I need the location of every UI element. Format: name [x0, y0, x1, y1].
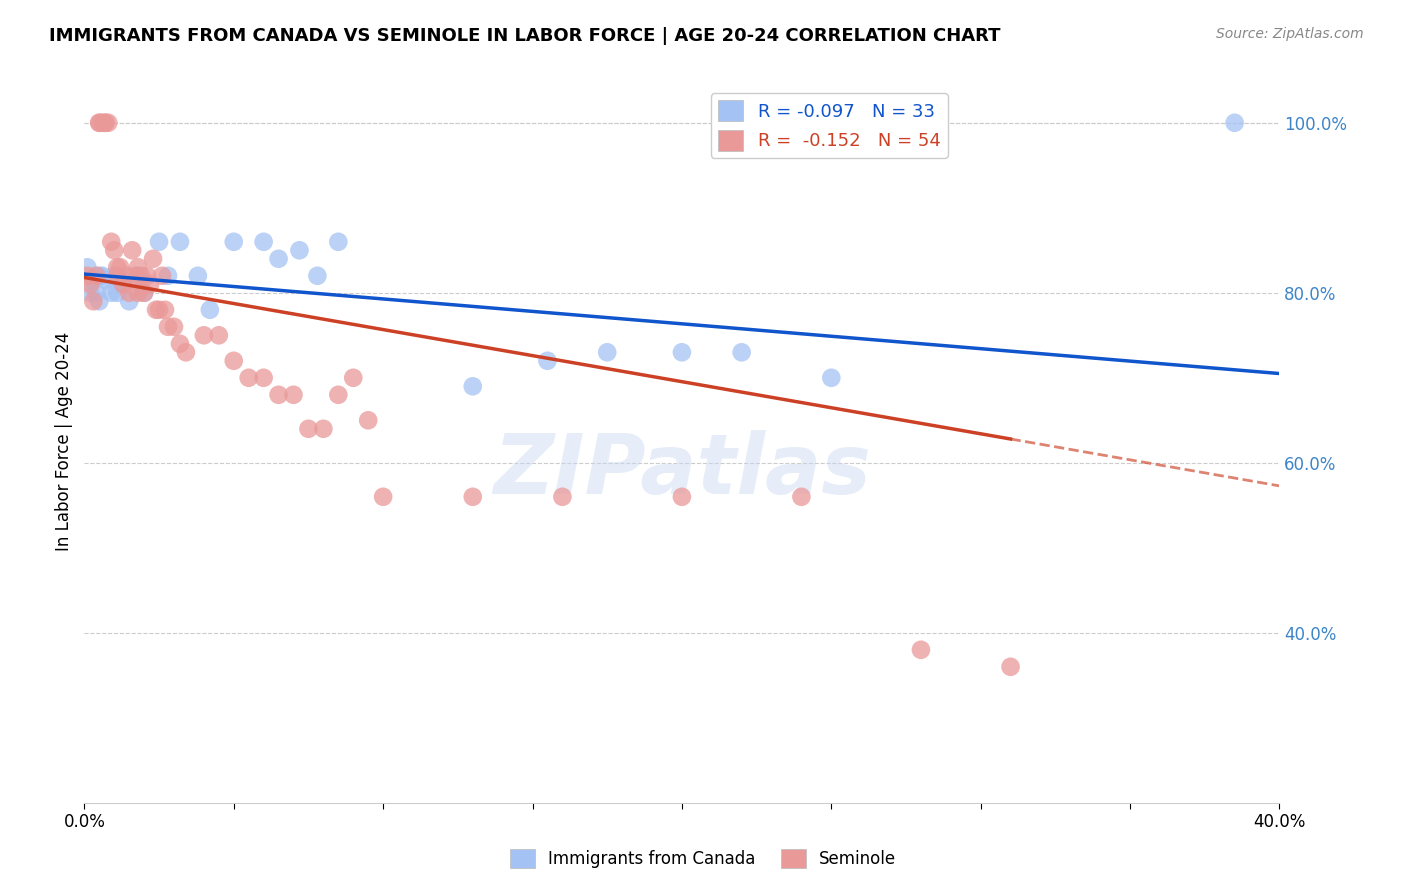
Point [91, 116, 114, 130]
Point [103, 244, 125, 258]
Point [373, 490, 395, 504]
Point [112, 277, 135, 292]
Point [76, 260, 98, 275]
Point [253, 371, 276, 385]
Point [91, 268, 114, 283]
Point [148, 235, 170, 249]
Point [100, 285, 122, 300]
Point [86, 285, 108, 300]
Point [910, 642, 932, 657]
Point [312, 422, 335, 436]
Point [253, 235, 276, 249]
Point [1000, 660, 1022, 674]
Point [198, 302, 221, 317]
Point [118, 285, 141, 300]
Point [193, 328, 215, 343]
Point [145, 302, 167, 317]
Point [267, 252, 290, 266]
Point [132, 285, 156, 300]
Point [100, 235, 122, 249]
Point [222, 235, 245, 249]
Point [790, 490, 813, 504]
Point [121, 244, 143, 258]
Point [115, 268, 138, 283]
Point [342, 371, 364, 385]
Point [551, 490, 574, 504]
Point [671, 345, 693, 359]
Point [169, 235, 191, 249]
Point [129, 268, 152, 283]
Text: Source: ZipAtlas.com: Source: ZipAtlas.com [1216, 27, 1364, 41]
Point [105, 285, 128, 300]
Text: IMMIGRANTS FROM CANADA VS SEMINOLE IN LABOR FORCE | AGE 20-24 CORRELATION CHART: IMMIGRANTS FROM CANADA VS SEMINOLE IN LA… [49, 27, 1001, 45]
Point [671, 490, 693, 504]
Point [208, 328, 231, 343]
Point [97, 116, 120, 130]
Point [288, 244, 311, 258]
Point [112, 277, 135, 292]
Point [89, 116, 111, 130]
Point [148, 302, 170, 317]
Point [169, 336, 191, 351]
Point [127, 260, 149, 275]
Point [86, 268, 108, 283]
Point [139, 277, 162, 292]
Point [297, 422, 319, 436]
Point [132, 285, 156, 300]
Point [89, 116, 111, 130]
Point [1223, 116, 1246, 130]
Point [150, 268, 173, 283]
Point [731, 345, 754, 359]
Point [94, 116, 117, 130]
Point [222, 353, 245, 368]
Point [267, 388, 290, 402]
Point [94, 273, 117, 287]
Point [82, 294, 104, 309]
Point [103, 268, 125, 283]
Point [153, 302, 176, 317]
Point [89, 268, 111, 283]
Point [127, 285, 149, 300]
Point [187, 268, 209, 283]
Point [307, 268, 329, 283]
Point [136, 268, 159, 283]
Text: ZIPatlas: ZIPatlas [494, 430, 870, 511]
Point [105, 268, 128, 283]
Point [328, 235, 350, 249]
Point [94, 116, 117, 130]
Point [328, 388, 350, 402]
Point [174, 345, 197, 359]
Point [596, 345, 619, 359]
Point [76, 268, 98, 283]
Point [142, 252, 165, 266]
Point [124, 268, 146, 283]
Point [82, 273, 104, 287]
Point [283, 388, 305, 402]
Point [238, 371, 260, 385]
Point [461, 490, 484, 504]
Point [461, 379, 484, 393]
Point [157, 319, 180, 334]
Point [79, 277, 101, 292]
Point [536, 353, 558, 368]
Y-axis label: In Labor Force | Age 20-24: In Labor Force | Age 20-24 [55, 332, 73, 551]
Point [89, 294, 111, 309]
Point [79, 285, 101, 300]
Point [357, 413, 380, 427]
Point [127, 268, 149, 283]
Legend: R = -0.097   N = 33, R =  -0.152   N = 54: R = -0.097 N = 33, R = -0.152 N = 54 [710, 93, 948, 158]
Point [105, 260, 128, 275]
Point [157, 268, 180, 283]
Point [820, 371, 842, 385]
Legend: Immigrants from Canada, Seminole: Immigrants from Canada, Seminole [503, 842, 903, 875]
Point [118, 294, 141, 309]
Point [110, 260, 132, 275]
Point [163, 319, 186, 334]
